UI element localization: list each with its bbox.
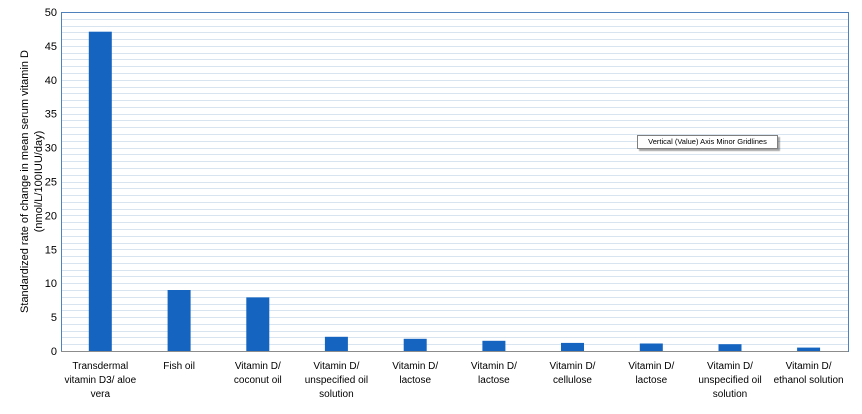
y-tick-label: 35 xyxy=(45,109,57,121)
bar xyxy=(167,290,191,351)
y-tick-label: 45 xyxy=(45,41,57,53)
y-tick-label: 40 xyxy=(45,75,57,87)
bar xyxy=(797,347,821,351)
y-tick-label: 10 xyxy=(45,278,57,290)
x-category-label: Vitamin D/unspecified oil solution xyxy=(698,361,761,400)
x-category-label: Vitamin D/lactose xyxy=(392,361,438,386)
y-tick-label: 5 xyxy=(51,312,57,324)
bar xyxy=(403,338,427,351)
bar xyxy=(324,336,348,351)
y-tick-label: 50 xyxy=(45,7,57,19)
gridlines xyxy=(61,12,848,352)
y-tick-label: 15 xyxy=(45,244,57,256)
bar xyxy=(246,297,270,351)
bar xyxy=(718,344,742,351)
chart-element-tooltip: Vertical (Value) Axis Minor Gridlines xyxy=(637,135,778,149)
x-category-label: Fish oil xyxy=(163,361,195,372)
y-tick-labels: 0 5 10 15 20 25 30 35 40 45 50 xyxy=(45,7,57,358)
x-category-label: Vitamin D/coconut oil xyxy=(234,361,282,386)
y-tick-label: 20 xyxy=(45,210,57,222)
bar xyxy=(482,340,506,351)
y-axis-title: Standardized rate of change in mean seru… xyxy=(19,50,45,313)
x-category-label: Vitamin D/lactose xyxy=(628,361,674,386)
y-tick-label: 0 xyxy=(51,346,57,358)
x-category-label: Vitamin D/lactose xyxy=(471,361,517,386)
axes xyxy=(61,12,849,352)
x-category-labels: Transdermal vitamin D3/ aloe vera Fish oil V… xyxy=(64,361,843,400)
bar xyxy=(561,342,584,351)
x-category-label: Vitamin D/ethanol solution xyxy=(774,361,844,386)
x-category-label: Vitamin D/unspecified oil solution xyxy=(305,361,368,400)
y-tick-label: 30 xyxy=(45,143,57,155)
bar xyxy=(88,31,112,351)
bars xyxy=(88,31,821,351)
bar xyxy=(639,343,663,351)
x-category-label: Vitamin D/cellulose xyxy=(550,361,596,386)
x-category-label: Transdermal vitamin D3/ aloe vera xyxy=(64,361,136,400)
y-tick-label: 25 xyxy=(45,177,57,189)
